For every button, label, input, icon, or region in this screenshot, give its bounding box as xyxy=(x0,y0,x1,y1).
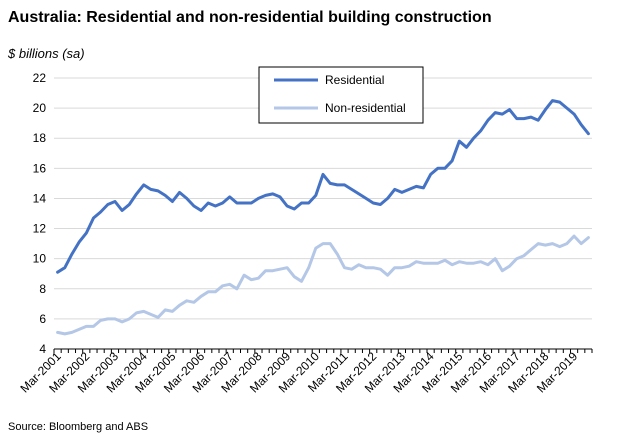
y-tick-label: 18 xyxy=(33,131,47,145)
series-lines xyxy=(56,99,590,336)
y-tick-label: 4 xyxy=(39,342,46,356)
y-tick-label: 20 xyxy=(33,101,47,115)
legend-label-non-residential: Non-residential xyxy=(325,101,406,115)
y-tick-label: 22 xyxy=(33,71,47,85)
y-axis-ticks: 4 6 8 10 12 14 16 18 20 22 xyxy=(33,71,47,356)
legend-label-residential: Residential xyxy=(325,73,384,87)
y-tick-label: 10 xyxy=(33,252,47,266)
y-tick-label: 8 xyxy=(39,282,46,296)
x-axis-ticks: Mar-2001Mar-2002Mar-2003Mar-2004Mar-2005… xyxy=(17,349,593,395)
series-line-residential xyxy=(56,99,590,274)
chart-title: Australia: Residential and non-residenti… xyxy=(8,9,492,26)
y-tick-label: 12 xyxy=(33,222,47,236)
source-note: Source: Bloomberg and ABS xyxy=(8,421,148,433)
y-tick-label: 14 xyxy=(33,191,47,205)
legend-box xyxy=(258,66,424,124)
series-line-non-residential xyxy=(56,234,590,336)
y-tick-label: 6 xyxy=(39,312,46,326)
y-tick-label: 16 xyxy=(33,161,47,175)
y-axis-unit-label: $ billions (sa) xyxy=(7,46,85,61)
legend: Residential Non-residential xyxy=(258,66,424,124)
